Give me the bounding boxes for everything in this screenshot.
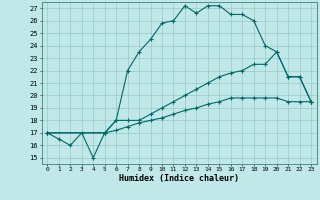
X-axis label: Humidex (Indice chaleur): Humidex (Indice chaleur) bbox=[119, 174, 239, 183]
